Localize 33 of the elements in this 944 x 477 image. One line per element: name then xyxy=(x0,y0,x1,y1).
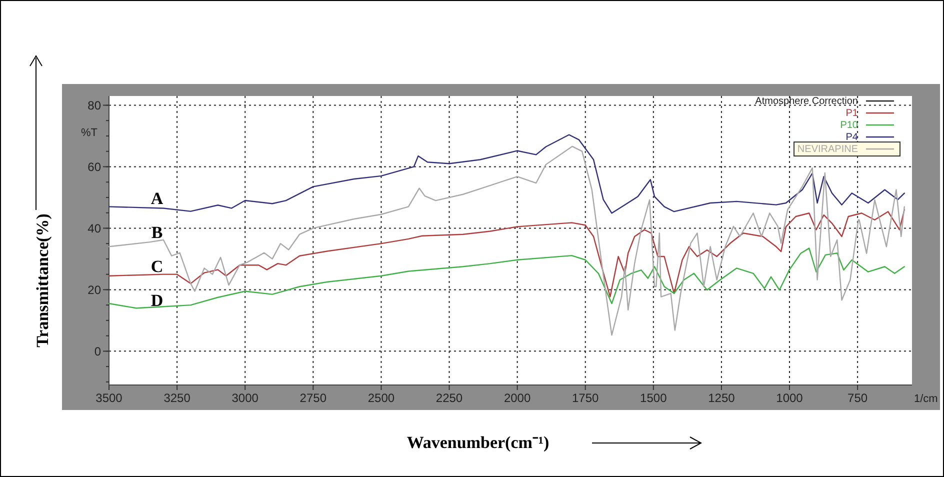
x-tick-label: 3250 xyxy=(164,391,191,405)
x-axis-title: Wavenumber(cm⁻¹) xyxy=(406,433,550,452)
x-tick-label: 750 xyxy=(848,391,868,405)
y-tick-label: 80 xyxy=(88,98,102,112)
legend-label: P10 xyxy=(840,120,858,131)
line-series xyxy=(108,146,905,336)
x-tick-label: 1500 xyxy=(640,391,668,405)
y-tick-label: 0 xyxy=(94,344,102,358)
legend-label: Atmosphere Correction xyxy=(755,96,858,107)
x-tick-label: 1000 xyxy=(776,391,804,405)
y-tick-label: 20 xyxy=(88,282,102,297)
line-series xyxy=(108,134,905,214)
legend-label: P4 xyxy=(846,132,858,143)
x-tick-label: 2000 xyxy=(504,391,531,405)
text: 1/cm xyxy=(914,393,938,405)
x-tick-label: 2750 xyxy=(300,391,327,405)
y-axis-title: Transmittance(%) xyxy=(33,214,52,348)
x-tick-label: 1250 xyxy=(708,391,736,405)
annotation: A xyxy=(150,189,164,208)
y-tick-label: 40 xyxy=(88,221,102,236)
x-tick-label: 3500 xyxy=(96,391,123,405)
x-tick-label: 3000 xyxy=(232,391,259,405)
line-series xyxy=(108,248,905,309)
annotation: C xyxy=(150,257,164,276)
annotation: D xyxy=(150,291,164,310)
legend-label: NEVIRAPINE xyxy=(797,144,858,155)
x-tick-label: 1750 xyxy=(572,391,600,405)
legend-label: P1 xyxy=(846,108,858,119)
x-tick-label: 2250 xyxy=(436,391,463,405)
annotation: B xyxy=(151,223,163,242)
text: %T xyxy=(81,126,98,139)
y-tick-label: 60 xyxy=(88,160,102,174)
x-tick-label: 2500 xyxy=(368,391,395,405)
